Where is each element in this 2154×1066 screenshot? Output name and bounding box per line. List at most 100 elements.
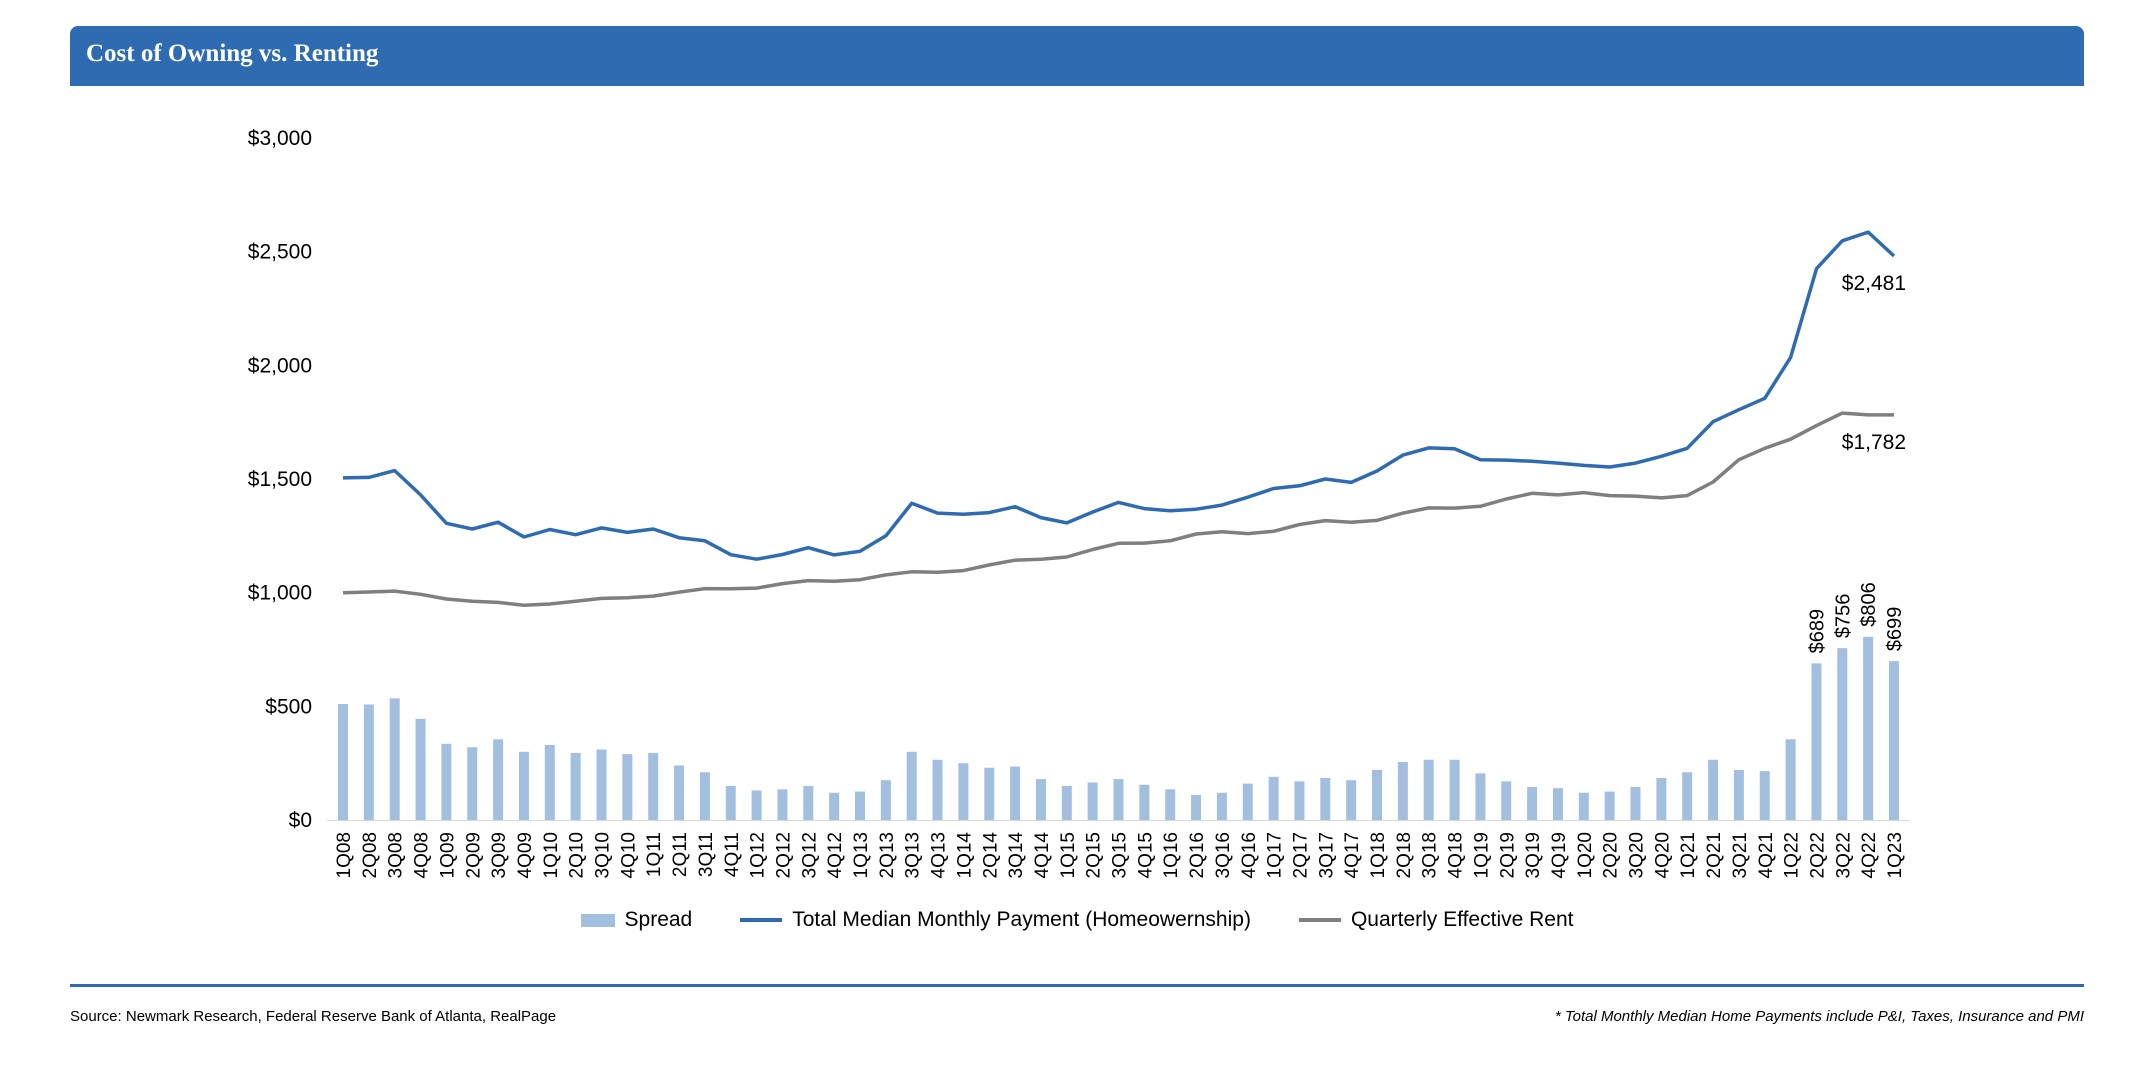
x-tick-label: 3Q15 bbox=[1110, 832, 1131, 878]
spread-bar bbox=[338, 704, 348, 820]
spread-bar bbox=[674, 765, 685, 820]
x-tick-label: 1Q12 bbox=[748, 832, 769, 878]
x-tick-label: 3Q16 bbox=[1213, 832, 1234, 878]
footer-divider bbox=[70, 984, 2084, 987]
x-tick-label: 1Q20 bbox=[1575, 832, 1596, 878]
spread-bar bbox=[699, 772, 710, 820]
source-note: Source: Newmark Research, Federal Reserv… bbox=[70, 1008, 557, 1025]
spread-bar bbox=[1578, 792, 1589, 820]
spread-bar bbox=[1708, 759, 1719, 820]
x-tick-label: 2Q13 bbox=[877, 832, 898, 878]
spread-bar bbox=[803, 785, 814, 820]
spread-bar bbox=[570, 752, 581, 820]
y-tick-label: $3,000 bbox=[248, 127, 312, 150]
spread-bar bbox=[1630, 787, 1641, 820]
x-tick-label: 1Q19 bbox=[1471, 832, 1492, 878]
x-tick-label: 2Q20 bbox=[1601, 832, 1622, 878]
x-tick-label: 3Q22 bbox=[1833, 832, 1854, 878]
x-tick-label: 2Q15 bbox=[1084, 832, 1105, 878]
x-tick-label: 4Q09 bbox=[515, 832, 536, 878]
x-tick-label: 1Q09 bbox=[437, 832, 458, 878]
spread-bar bbox=[1837, 648, 1848, 820]
spread-bar bbox=[518, 751, 529, 820]
x-tick-label: 2Q11 bbox=[670, 832, 691, 877]
x-tick-label: 1Q17 bbox=[1265, 832, 1286, 878]
x-tick-label: 4Q19 bbox=[1549, 832, 1570, 878]
x-tick-label: 3Q17 bbox=[1316, 832, 1337, 878]
data-label: $1,782 bbox=[1842, 431, 1906, 454]
x-tick-label: 2Q21 bbox=[1704, 832, 1725, 878]
x-tick-label: 4Q15 bbox=[1135, 832, 1156, 878]
spread-bar bbox=[648, 752, 659, 820]
x-tick-label: 4Q11 bbox=[722, 832, 743, 877]
spread-bar bbox=[1242, 783, 1253, 820]
spread-bar bbox=[1087, 782, 1098, 820]
spread-bar bbox=[1216, 792, 1227, 820]
spread-bar bbox=[1139, 784, 1150, 820]
spread-bar bbox=[467, 747, 478, 820]
spread-bar bbox=[1294, 781, 1305, 820]
spread-bar bbox=[415, 718, 426, 820]
spread-bar bbox=[622, 754, 633, 820]
x-tick-label: 3Q18 bbox=[1420, 832, 1441, 878]
x-tick-label: 4Q21 bbox=[1756, 832, 1777, 878]
spread-bar bbox=[880, 780, 891, 820]
x-tick-label: 1Q11 bbox=[644, 832, 665, 877]
x-tick-label: 1Q23 bbox=[1885, 832, 1906, 878]
data-label: $689 bbox=[1806, 609, 1828, 654]
legend-label-spread: Spread bbox=[624, 908, 693, 931]
y-tick-label: $1,500 bbox=[248, 468, 312, 491]
spread-bar bbox=[1604, 791, 1615, 820]
x-tick-label: 4Q17 bbox=[1342, 832, 1363, 878]
spread-bar bbox=[389, 698, 400, 820]
x-tick-label: 2Q22 bbox=[1807, 832, 1828, 878]
x-tick-label: 2Q08 bbox=[360, 832, 381, 878]
spread-bar bbox=[1035, 779, 1046, 820]
spread-bar bbox=[1785, 739, 1796, 820]
spread-bar bbox=[751, 790, 762, 820]
spread-bar bbox=[1733, 769, 1744, 820]
spread-bar bbox=[1397, 762, 1408, 820]
x-tick-label: 1Q08 bbox=[334, 832, 355, 878]
spread-bar bbox=[1346, 780, 1357, 820]
spread-bar bbox=[1759, 771, 1770, 820]
x-tick-label: 2Q17 bbox=[1290, 832, 1311, 878]
spread-bar bbox=[932, 759, 943, 820]
spread-bar bbox=[1010, 766, 1021, 820]
spread-bar bbox=[1061, 785, 1072, 820]
legend-swatch-owning bbox=[740, 918, 783, 922]
y-tick-label: $500 bbox=[265, 695, 312, 718]
x-tick-label: 2Q12 bbox=[773, 832, 794, 878]
x-tick-label: 2Q18 bbox=[1394, 832, 1415, 878]
spread-bar bbox=[1191, 794, 1202, 820]
x-tick-label: 3Q21 bbox=[1730, 832, 1751, 878]
x-tick-label: 3Q20 bbox=[1627, 832, 1648, 878]
x-tick-label: 4Q22 bbox=[1859, 832, 1880, 878]
spread-bar bbox=[441, 743, 452, 820]
x-tick-label: 4Q14 bbox=[1032, 832, 1053, 879]
x-tick-label: 2Q19 bbox=[1497, 832, 1518, 878]
spread-bar bbox=[725, 785, 736, 820]
x-tick-label: 4Q13 bbox=[929, 832, 950, 878]
y-tick-label: $2,000 bbox=[248, 354, 312, 377]
spread-bar bbox=[1475, 773, 1486, 820]
chart-header: Cost of Owning vs. Renting bbox=[70, 26, 2084, 86]
spread-bar bbox=[777, 789, 788, 820]
x-tick-label: 1Q13 bbox=[851, 832, 872, 878]
spread-bar bbox=[829, 792, 840, 820]
spread-bar bbox=[493, 739, 504, 820]
legend-swatch-spread bbox=[580, 913, 615, 927]
chart-title: Cost of Owning vs. Renting bbox=[86, 40, 379, 67]
x-tick-label: 4Q12 bbox=[825, 832, 846, 878]
x-tick-label: 1Q14 bbox=[954, 832, 975, 879]
spread-bar bbox=[1811, 663, 1822, 820]
x-tick-label: 1Q15 bbox=[1058, 832, 1079, 878]
x-tick-label: 3Q08 bbox=[386, 832, 407, 878]
spread-bar bbox=[1372, 769, 1382, 820]
x-tick-label: 3Q11 bbox=[696, 832, 717, 877]
spread-bar bbox=[1889, 661, 1899, 820]
spread-bar bbox=[1527, 787, 1538, 820]
x-tick-label: 1Q18 bbox=[1368, 832, 1389, 878]
x-tick-label: 4Q10 bbox=[618, 832, 639, 878]
x-tick-label: 2Q16 bbox=[1187, 832, 1208, 878]
